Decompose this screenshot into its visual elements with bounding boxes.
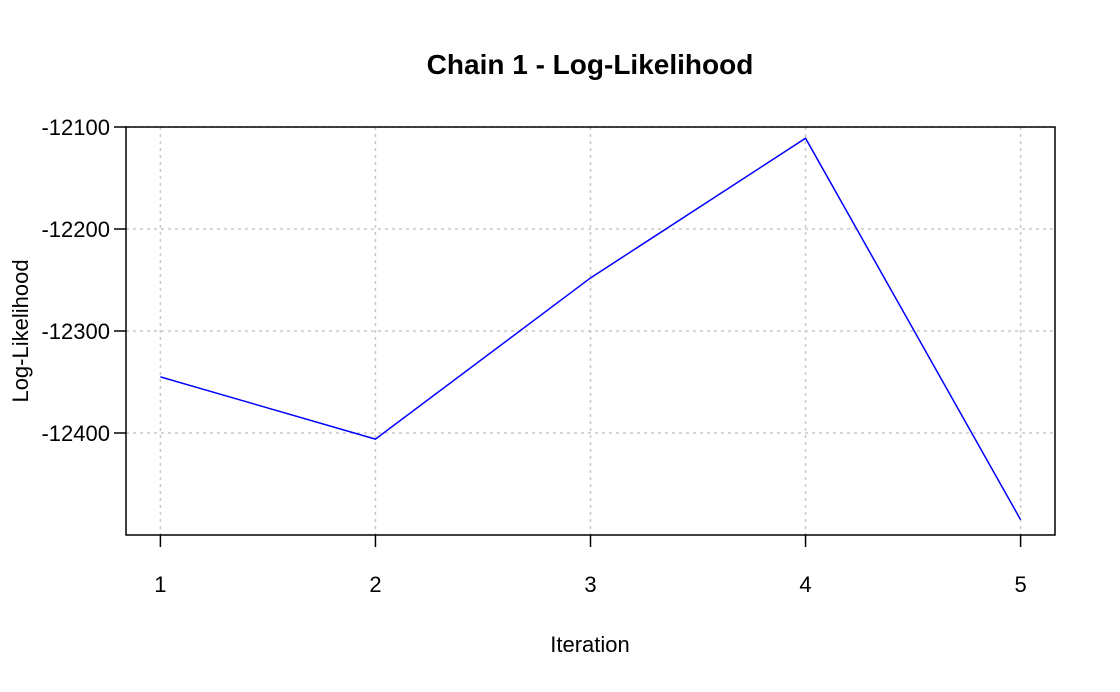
x-axis: 1 2 3 4 5 [154, 535, 1027, 597]
x-tick-label: 3 [584, 572, 596, 597]
chart-title: Chain 1 - Log-Likelihood [427, 49, 754, 80]
x-tick-label: 4 [799, 572, 811, 597]
x-axis-label: Iteration [550, 632, 630, 657]
series-group [160, 137, 1022, 521]
y-axis: -12100 -12200 -12300 -12400 [41, 115, 126, 446]
x-tick-label: 2 [369, 572, 381, 597]
y-tick-label: -12400 [41, 421, 110, 446]
x-tick-label: 5 [1014, 572, 1026, 597]
y-tick-label: -12100 [41, 115, 110, 140]
grid [126, 126, 1055, 535]
y-axis-label: Log-Likelihood [8, 259, 33, 402]
y-tick-label: -12300 [41, 319, 110, 344]
series-line [160, 137, 1022, 521]
y-tick-label: -12200 [41, 217, 110, 242]
x-tick-label: 1 [154, 572, 166, 597]
